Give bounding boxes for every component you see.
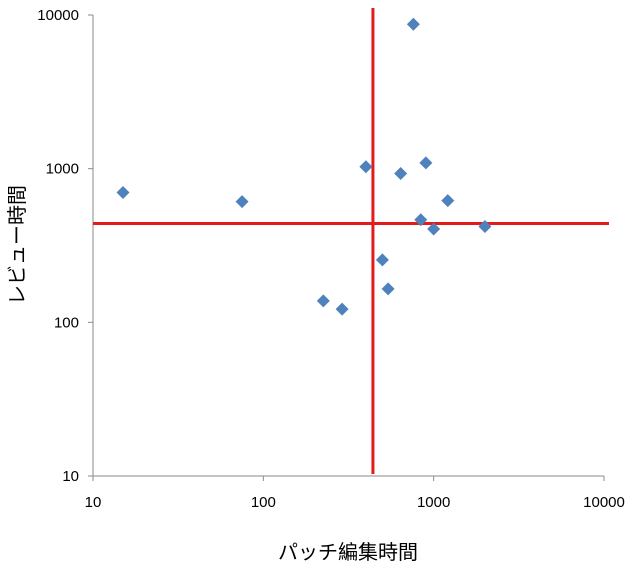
y-axis-title: レビュー時間	[5, 185, 29, 305]
data-point	[414, 213, 428, 227]
x-tick-label: 10	[85, 494, 102, 511]
data-point	[427, 222, 441, 236]
reference-lines	[93, 8, 609, 474]
data-point	[116, 185, 130, 199]
data-point	[394, 167, 408, 181]
data-point	[478, 220, 492, 234]
x-ticks: 10 100 1000 10000	[85, 476, 625, 511]
data-point	[375, 253, 389, 267]
data-point	[381, 282, 395, 296]
y-tick-label: 100	[54, 314, 79, 331]
y-tick-label: 10	[62, 468, 79, 485]
data-points	[116, 17, 492, 316]
axes	[92, 15, 604, 477]
data-point	[335, 302, 349, 316]
data-point	[359, 160, 373, 174]
y-tick-label: 10000	[37, 7, 79, 24]
data-point	[419, 156, 433, 170]
x-tick-label: 10000	[583, 494, 625, 511]
data-point	[235, 195, 249, 209]
y-tick-label: 1000	[46, 161, 79, 178]
x-tick-label: 100	[251, 494, 276, 511]
data-point	[441, 194, 455, 208]
y-ticks: 10 100 1000 10000	[37, 7, 93, 485]
x-tick-label: 1000	[417, 494, 450, 511]
data-point	[316, 294, 330, 308]
x-axis-title: パッチ編集時間	[278, 540, 418, 564]
data-point	[406, 17, 420, 31]
